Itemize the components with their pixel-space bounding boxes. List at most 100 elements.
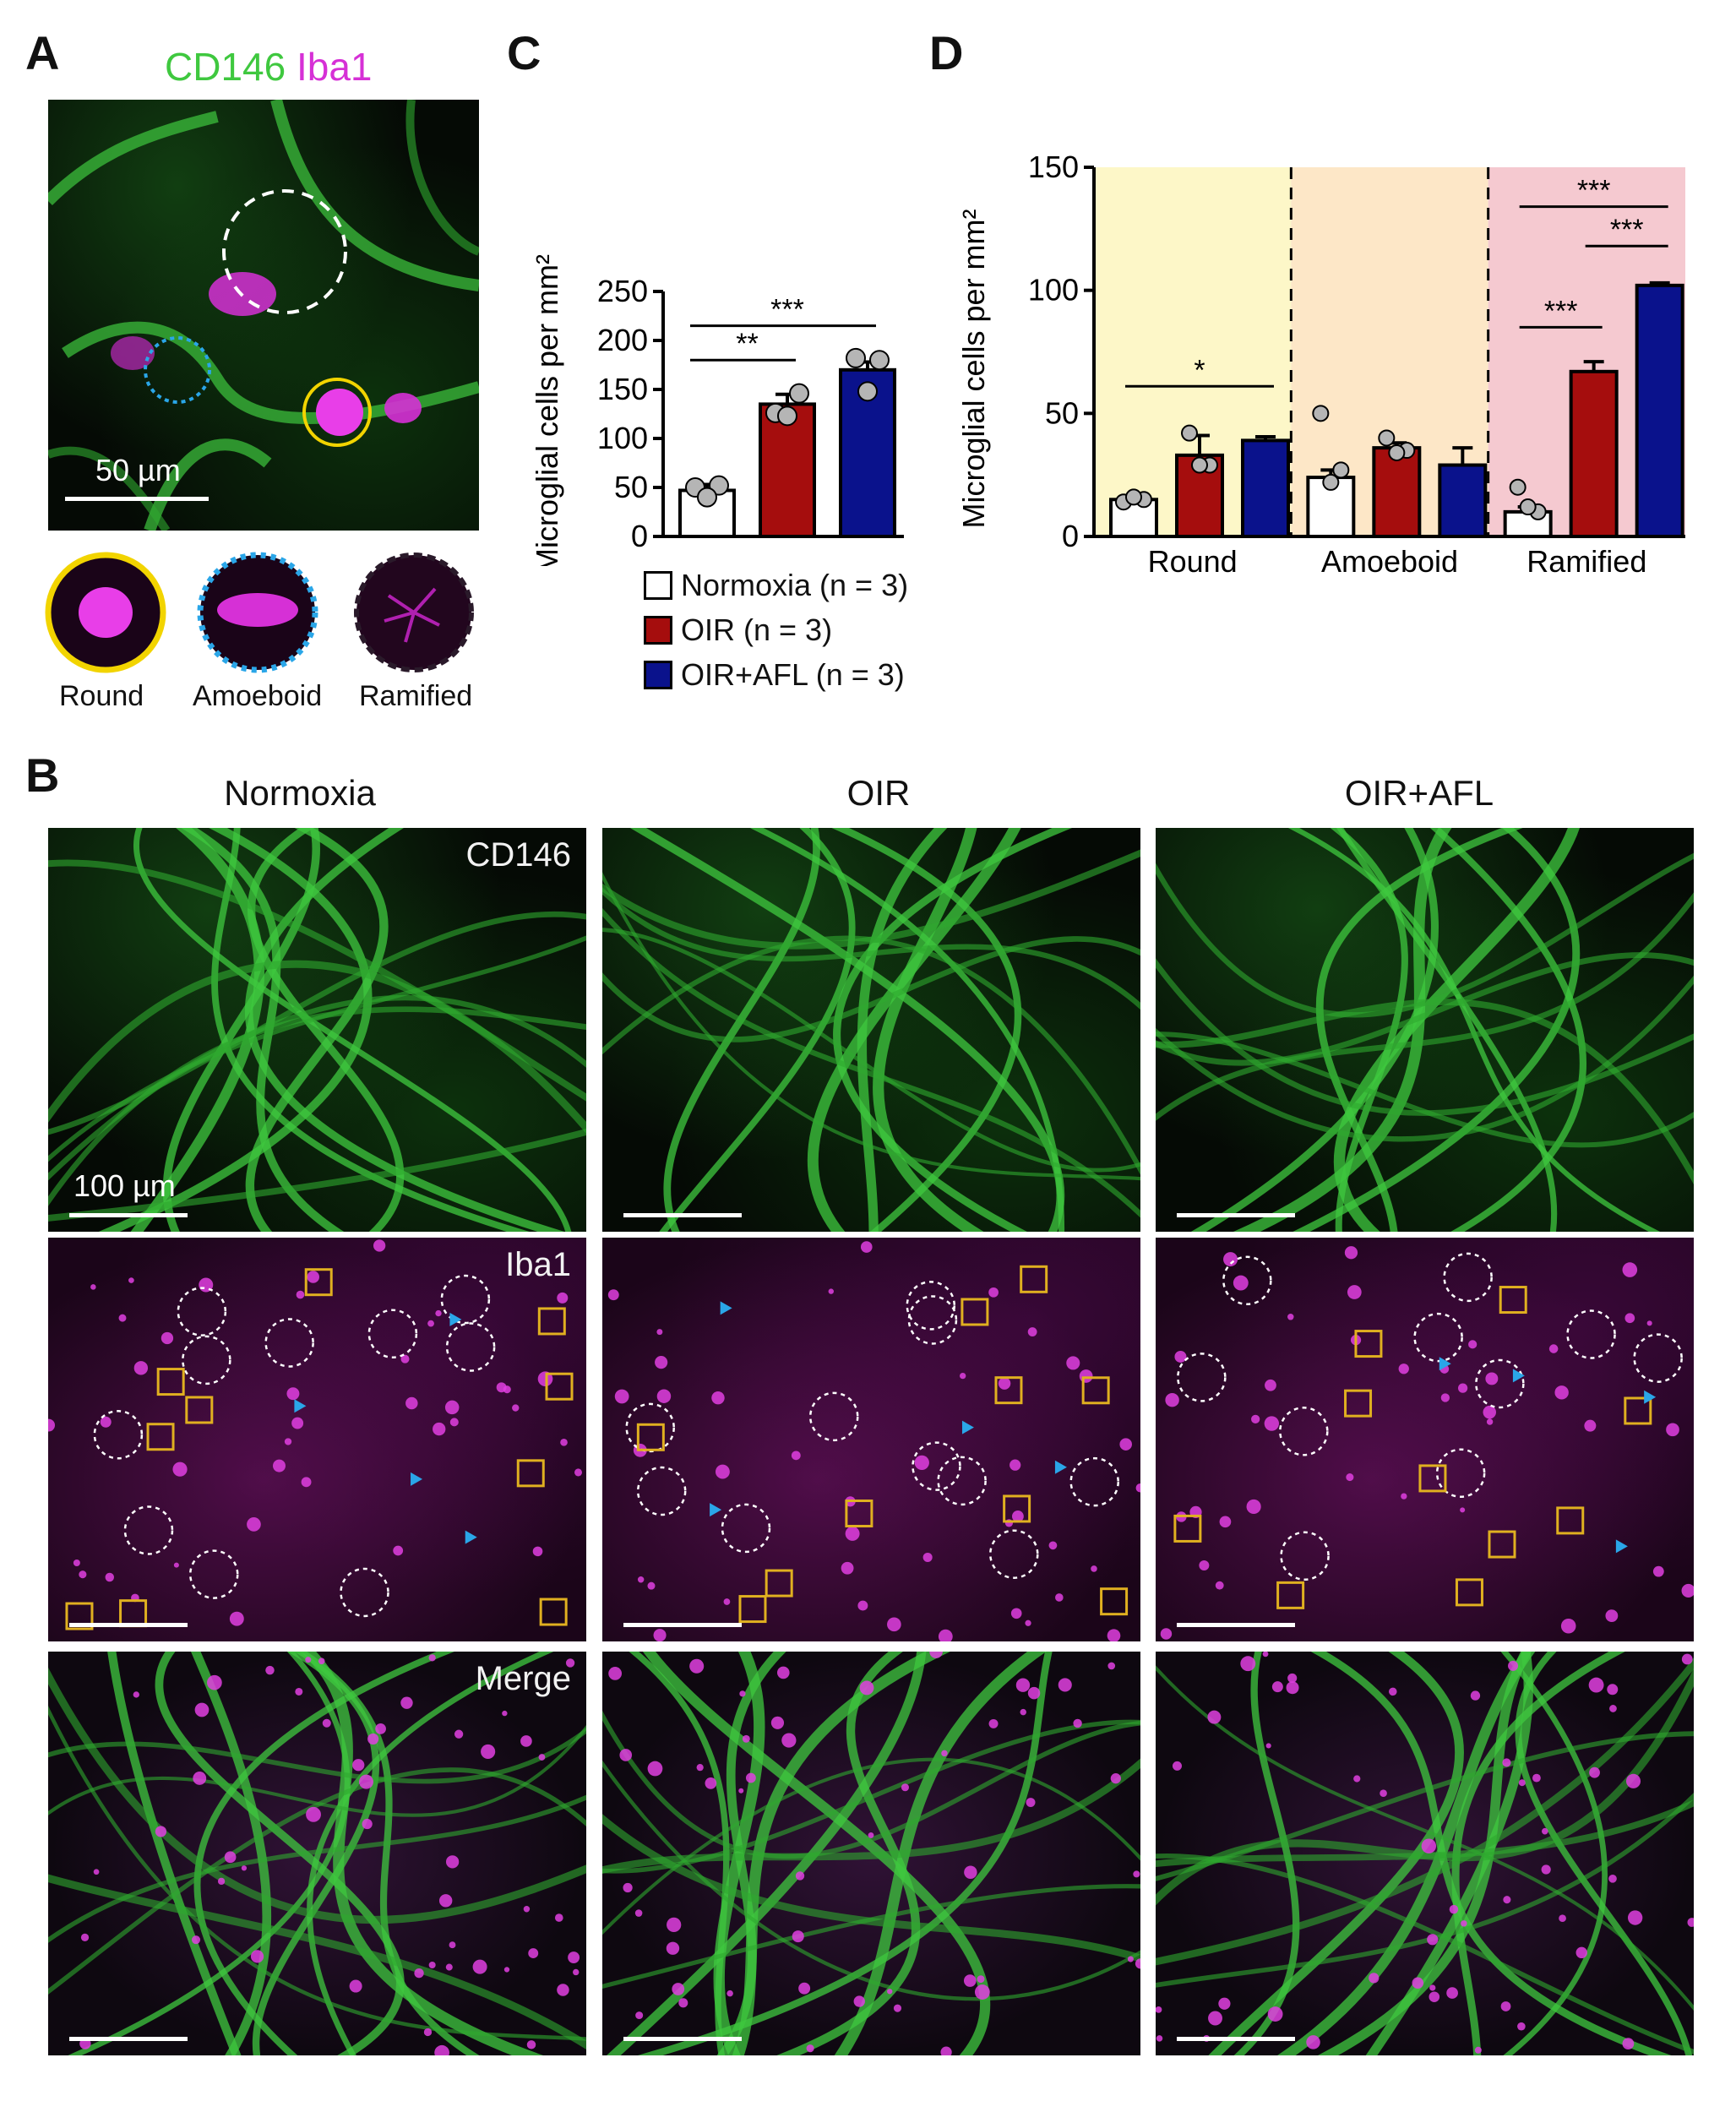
microglia-dot bbox=[666, 1941, 680, 1955]
scale-bar bbox=[69, 2037, 188, 2041]
microglia-dot bbox=[1172, 1761, 1182, 1771]
vessel bbox=[1156, 1665, 1694, 2011]
microglia-dot bbox=[634, 1909, 643, 1917]
microglia-dot bbox=[647, 1581, 656, 1590]
stain-green-label: CD146 bbox=[165, 45, 286, 89]
amoeboid-marker bbox=[1615, 1539, 1628, 1554]
column-title-normoxia: Normoxia bbox=[224, 773, 376, 813]
microglia-dot bbox=[291, 1417, 304, 1429]
microglia-dot bbox=[723, 1598, 731, 1605]
panel-letter-c: C bbox=[507, 26, 541, 79]
microglia-dot bbox=[1264, 1416, 1280, 1431]
legend-item-normoxia: Normoxia (n = 3) bbox=[644, 568, 908, 603]
micrograph-iba1-0: Iba1 bbox=[48, 1238, 586, 1641]
microglia-dot bbox=[1485, 1372, 1499, 1385]
round-marker bbox=[304, 1268, 333, 1297]
microglia-dot bbox=[1427, 1934, 1439, 1946]
microglia-dot bbox=[523, 1906, 531, 1913]
microglia-dot bbox=[1532, 1773, 1541, 1783]
microglia-dot bbox=[1542, 1827, 1548, 1835]
amoeboid-marker bbox=[1644, 1390, 1657, 1404]
microglia-dot bbox=[193, 1772, 207, 1785]
microglia-dot bbox=[1502, 1758, 1511, 1767]
y-tick-label-d: 50 bbox=[1045, 395, 1079, 430]
micrograph-iba1-2 bbox=[1156, 1238, 1694, 1641]
microglia-dot bbox=[901, 1783, 909, 1792]
microglia-dot bbox=[1055, 1593, 1064, 1602]
round-marker bbox=[1499, 1286, 1527, 1315]
vessel bbox=[211, 828, 531, 1232]
vessel bbox=[48, 1794, 586, 1944]
round-marker bbox=[1173, 1514, 1202, 1543]
microglia-dot bbox=[1344, 1246, 1358, 1260]
microglia-dot bbox=[80, 1933, 90, 1942]
amoeboid-marker bbox=[294, 1399, 307, 1413]
data-point-d bbox=[1125, 488, 1142, 506]
ramified-marker bbox=[1177, 1353, 1227, 1402]
microglia-dot bbox=[265, 1665, 275, 1675]
scale-bar bbox=[1177, 1623, 1295, 1627]
microglia-dot bbox=[859, 1680, 874, 1696]
ramified-marker bbox=[721, 1503, 771, 1554]
legend-label-normoxia: Normoxia (n = 3) bbox=[681, 568, 909, 602]
microglia-dot bbox=[296, 1290, 305, 1299]
ramified-marker bbox=[93, 1410, 144, 1460]
x-tick-label-d: Ramified bbox=[1526, 544, 1646, 579]
microglia-dot bbox=[974, 1984, 990, 2000]
microglia-dot bbox=[791, 1451, 801, 1461]
data-point-d bbox=[1378, 429, 1396, 447]
vessel bbox=[1515, 1652, 1693, 2055]
vessel bbox=[1156, 999, 1694, 1185]
microglia-dot bbox=[696, 1764, 704, 1772]
microglia-dot bbox=[1457, 1383, 1468, 1393]
sig-label-c: *** bbox=[770, 294, 804, 326]
ramified-marker bbox=[912, 1441, 961, 1491]
micrograph-art bbox=[602, 828, 1140, 1232]
x-tick-label-d: Amoeboid bbox=[1321, 544, 1458, 579]
microglia-dot bbox=[1208, 2011, 1222, 2026]
microglia-dot bbox=[1015, 1678, 1031, 1692]
microglia-dot bbox=[1609, 1705, 1617, 1712]
microglia-dot bbox=[1468, 1340, 1478, 1349]
round-marker bbox=[65, 1602, 94, 1630]
round-marker bbox=[765, 1569, 793, 1598]
vessel bbox=[1156, 891, 1694, 1122]
legend-swatch-normoxia bbox=[644, 571, 672, 600]
microglia-dot bbox=[362, 1818, 373, 1830]
microglia-dot bbox=[322, 1718, 331, 1728]
round-marker bbox=[1418, 1464, 1447, 1493]
microglia-dot bbox=[1240, 1656, 1256, 1672]
microglia-dot bbox=[1091, 1565, 1097, 1572]
microglia-dot bbox=[1058, 1678, 1072, 1692]
microglia-dot bbox=[1287, 1314, 1294, 1320]
microglia-dot bbox=[105, 1572, 115, 1582]
microglia-dot bbox=[1347, 1285, 1362, 1299]
microglia-dot bbox=[1215, 1581, 1224, 1590]
morph-label-round: Round bbox=[59, 680, 144, 712]
micrograph-merge-2 bbox=[1156, 1652, 1694, 2055]
microglia-dot bbox=[792, 1930, 804, 1943]
microglia-dot bbox=[1286, 1681, 1299, 1695]
microglia-dot bbox=[963, 1974, 977, 1987]
microglia-dot bbox=[512, 1404, 520, 1412]
vessel bbox=[98, 828, 373, 1232]
microglia-dot bbox=[742, 1734, 750, 1743]
microglia-dot bbox=[400, 1696, 413, 1709]
microglia-dot bbox=[1421, 1838, 1437, 1853]
microglia-dot bbox=[770, 1716, 785, 1729]
microglia-dot bbox=[295, 1687, 303, 1696]
round-marker bbox=[539, 1598, 568, 1626]
round-marker bbox=[1344, 1389, 1373, 1418]
microglia-dot bbox=[977, 1975, 985, 1984]
round-marker bbox=[1455, 1578, 1483, 1607]
data-point-d bbox=[1181, 424, 1198, 442]
microglia-dot bbox=[573, 1968, 580, 1976]
microglia-dot bbox=[1009, 1459, 1021, 1471]
ramified-marker bbox=[182, 1335, 231, 1385]
microglia-dot bbox=[672, 1983, 685, 1995]
microglia-dot bbox=[656, 1389, 672, 1403]
microglia-dot bbox=[1207, 1710, 1222, 1724]
microglia-dot bbox=[229, 1611, 244, 1626]
microglia-dot bbox=[434, 2044, 449, 2055]
sig-label-d: *** bbox=[1610, 214, 1644, 246]
